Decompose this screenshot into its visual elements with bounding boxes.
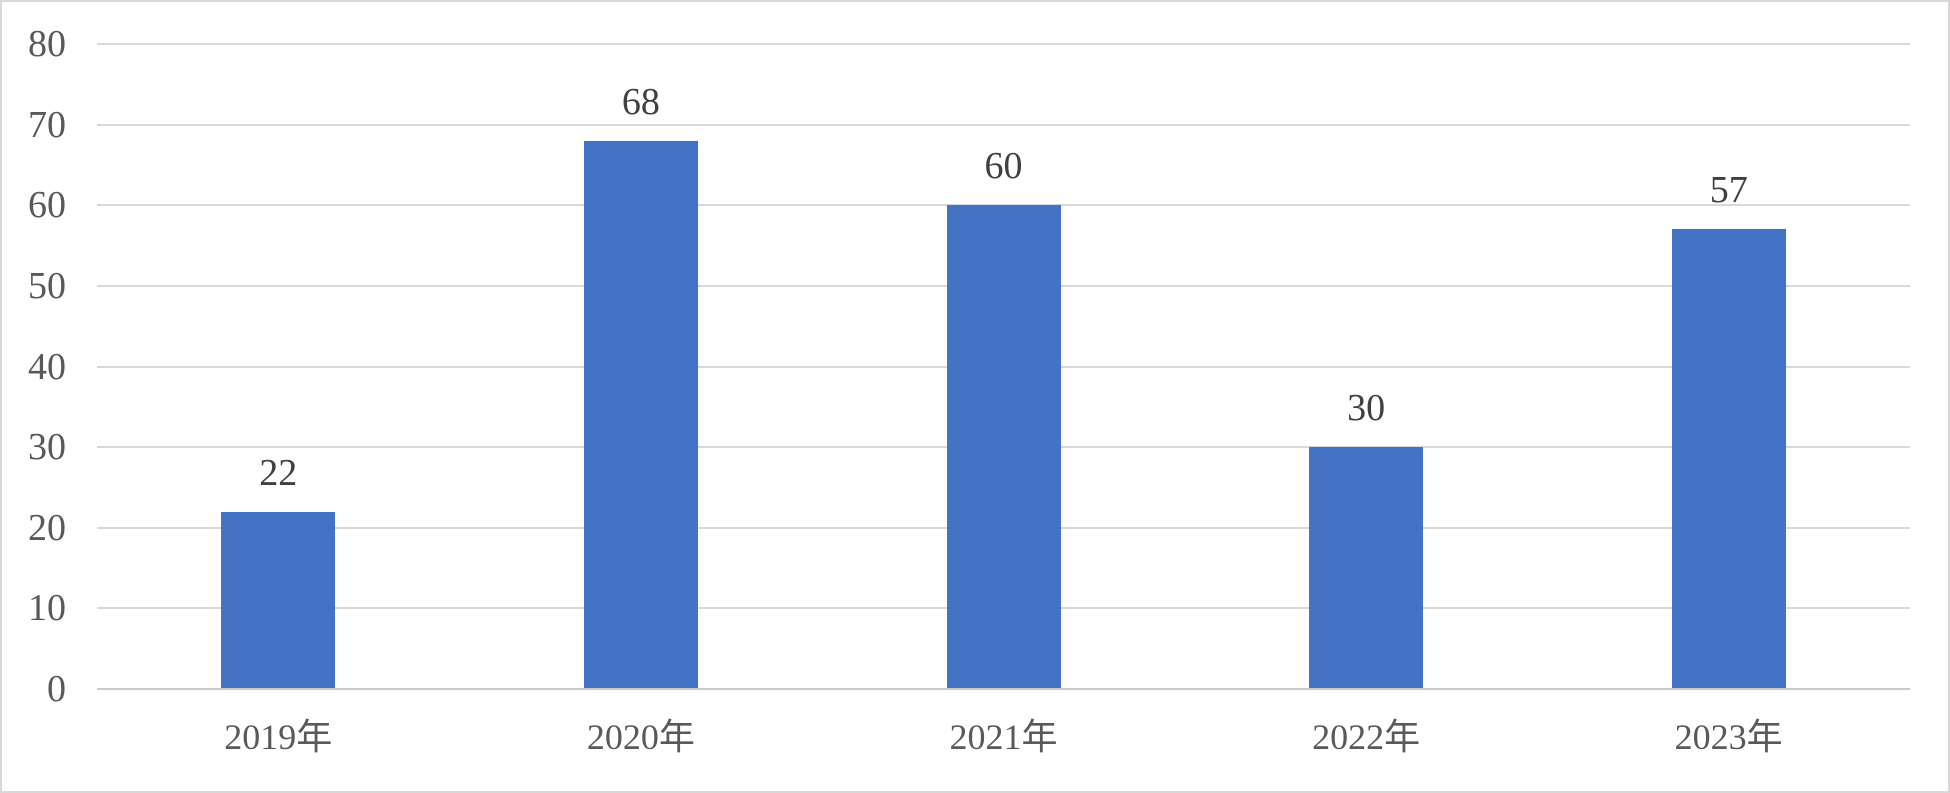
data-label-2021年: 60 <box>984 145 1023 188</box>
bar-2022年[interactable] <box>1309 447 1424 689</box>
x-tick-label-2020年: 2020年 <box>586 717 695 757</box>
data-label-2019年: 22 <box>259 451 298 494</box>
x-axis-line <box>97 688 1910 690</box>
x-tick-label-2021年: 2021年 <box>949 717 1058 757</box>
x-axis-tick-labels: 2019年 2020年 2021年 2022年 2023年 <box>97 713 1910 763</box>
y-tick-label-0: 0 <box>47 668 66 710</box>
y-tick-label-80: 80 <box>28 23 66 65</box>
x-tick-label-2019年: 2019年 <box>224 717 333 757</box>
x-tick-label-2023年: 2023年 <box>1674 717 1783 757</box>
y-tick-label-30: 30 <box>28 426 66 469</box>
y-tick-label-70: 70 <box>28 103 66 146</box>
y-tick-label-50: 50 <box>28 264 66 307</box>
x-tick-label-2022年: 2022年 <box>1312 717 1421 757</box>
y-tick-label-10: 10 <box>28 587 66 630</box>
data-label-2022年: 30 <box>1347 387 1386 430</box>
gridline-y-70 <box>97 123 1910 126</box>
bar-2023年[interactable] <box>1671 229 1786 689</box>
y-tick-label-40: 40 <box>28 345 66 388</box>
gridline-y-80 <box>97 43 1910 45</box>
y-axis-tick-labels: 0 10 20 30 40 50 60 70 80 <box>2 23 66 710</box>
data-label-2020年: 68 <box>621 80 660 123</box>
bar-2021年[interactable] <box>946 205 1061 689</box>
y-tick-label-60: 60 <box>28 184 66 227</box>
bar-2020年[interactable] <box>583 140 698 689</box>
data-label-2023年: 57 <box>1709 169 1748 212</box>
plot-area: 22 68 60 30 57 <box>97 43 1910 690</box>
y-tick-label-20: 20 <box>28 506 66 549</box>
bar-2019年[interactable] <box>221 511 336 689</box>
